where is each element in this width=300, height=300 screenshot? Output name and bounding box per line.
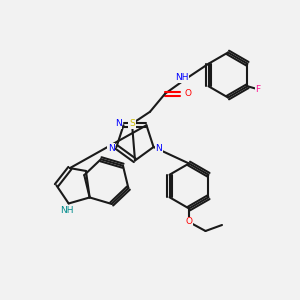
Text: O: O (185, 89, 192, 98)
Text: NH: NH (175, 73, 188, 82)
Text: N: N (156, 144, 162, 153)
Text: N: N (108, 144, 114, 153)
Text: S: S (129, 119, 135, 128)
Text: NH: NH (60, 206, 74, 215)
Text: F: F (255, 85, 260, 94)
Text: O: O (185, 218, 193, 226)
Text: N: N (115, 119, 122, 128)
